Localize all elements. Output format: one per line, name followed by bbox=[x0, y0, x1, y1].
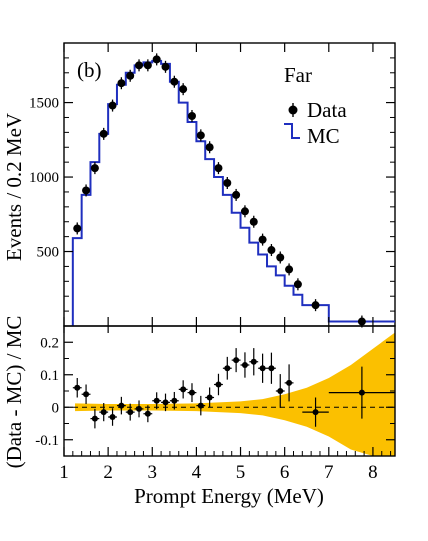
ratio-point bbox=[99, 403, 109, 422]
x-tick-label: 2 bbox=[103, 462, 113, 483]
legend-data-symbol bbox=[288, 103, 298, 117]
x-tick-label: 3 bbox=[148, 462, 158, 483]
ratio-point bbox=[108, 408, 117, 426]
ratio-point bbox=[161, 393, 170, 412]
data-point bbox=[143, 59, 152, 72]
data-point bbox=[126, 69, 135, 82]
lower-panel: -0.1 0 0.1 0.2 1 2 3 4 5 6 7 8 (Data - MC) / MC Pr… bbox=[2, 316, 396, 508]
ratio-point bbox=[116, 396, 126, 415]
data-point bbox=[135, 59, 144, 72]
data-point bbox=[223, 177, 232, 190]
ratio-point bbox=[152, 392, 162, 410]
ratio-point bbox=[302, 397, 329, 427]
lower-y-tick-label: 0.2 bbox=[40, 335, 59, 351]
ratio-point bbox=[284, 364, 294, 402]
data-point bbox=[99, 127, 108, 140]
ratio-point bbox=[275, 374, 285, 408]
ratio-point bbox=[72, 378, 82, 398]
upper-panel: 500 1000 1500 (b) Far Data MC Events / 0.2… bbox=[2, 42, 396, 328]
data-point bbox=[108, 99, 117, 112]
x-tick-label: 6 bbox=[280, 462, 290, 483]
ratio-point bbox=[90, 408, 100, 429]
panel-label: (b) bbox=[77, 58, 102, 82]
ratio-point bbox=[267, 352, 276, 384]
ratio-point bbox=[205, 387, 215, 408]
data-point bbox=[205, 141, 214, 154]
legend: Data MC bbox=[284, 98, 347, 148]
ratio-point bbox=[143, 405, 153, 423]
legend-data-label: Data bbox=[307, 98, 347, 122]
ratio-point bbox=[222, 356, 232, 380]
ratio-point bbox=[81, 384, 91, 404]
data-point bbox=[152, 53, 161, 66]
upper-y-axis-title: Events / 0.2 MeV bbox=[2, 113, 26, 261]
data-point bbox=[196, 129, 205, 142]
data-point bbox=[240, 205, 249, 218]
data-point bbox=[276, 251, 285, 264]
ratio-point bbox=[249, 348, 259, 376]
data-point bbox=[311, 299, 320, 312]
ratio-point bbox=[240, 352, 250, 378]
upper-y-tick-label: 1500 bbox=[29, 96, 59, 112]
mc-uncertainty-band bbox=[75, 332, 396, 456]
data-point bbox=[293, 278, 302, 291]
data-point bbox=[117, 77, 126, 90]
upper-y-tick-label: 1000 bbox=[29, 170, 59, 186]
data-point bbox=[232, 188, 241, 201]
ratio-point bbox=[231, 348, 241, 373]
data-point bbox=[90, 162, 99, 175]
x-tick-label: 5 bbox=[236, 462, 246, 483]
data-point bbox=[187, 109, 196, 122]
legend-mc-label: MC bbox=[307, 124, 340, 148]
ratio-point bbox=[187, 383, 197, 403]
x-tick-label: 7 bbox=[324, 462, 334, 483]
legend-title: Far bbox=[284, 63, 312, 87]
x-tick-label: 1 bbox=[59, 462, 69, 483]
data-point bbox=[82, 184, 91, 197]
ratio-point bbox=[196, 395, 206, 416]
ratio-point bbox=[258, 353, 268, 383]
data-point bbox=[249, 215, 258, 228]
data-point bbox=[267, 244, 276, 257]
data-point bbox=[170, 75, 179, 88]
data-point bbox=[73, 222, 82, 235]
ratio-point bbox=[178, 380, 188, 399]
data-point bbox=[285, 263, 294, 276]
data-point bbox=[258, 233, 267, 246]
ratio-point bbox=[328, 366, 395, 419]
data-point bbox=[161, 60, 170, 73]
lower-y-tick-label: 0.1 bbox=[40, 368, 59, 384]
legend-mc-symbol bbox=[284, 123, 300, 139]
x-tick-label: 4 bbox=[192, 462, 202, 483]
lower-y-tick-label: -0.1 bbox=[35, 433, 59, 449]
lower-y-tick-label: 0 bbox=[52, 400, 60, 416]
ratio-point bbox=[169, 391, 179, 410]
x-tick-label: 8 bbox=[368, 462, 378, 483]
upper-y-tick-label: 500 bbox=[37, 245, 60, 261]
lower-y-axis-title: (Data - MC) / MC bbox=[2, 316, 26, 469]
ratio-point bbox=[134, 400, 144, 418]
ratio-point bbox=[125, 403, 135, 421]
x-axis-title: Prompt Energy (MeV) bbox=[134, 484, 324, 508]
data-point bbox=[214, 162, 223, 175]
data-point bbox=[179, 83, 188, 96]
ratio-point bbox=[214, 373, 223, 396]
